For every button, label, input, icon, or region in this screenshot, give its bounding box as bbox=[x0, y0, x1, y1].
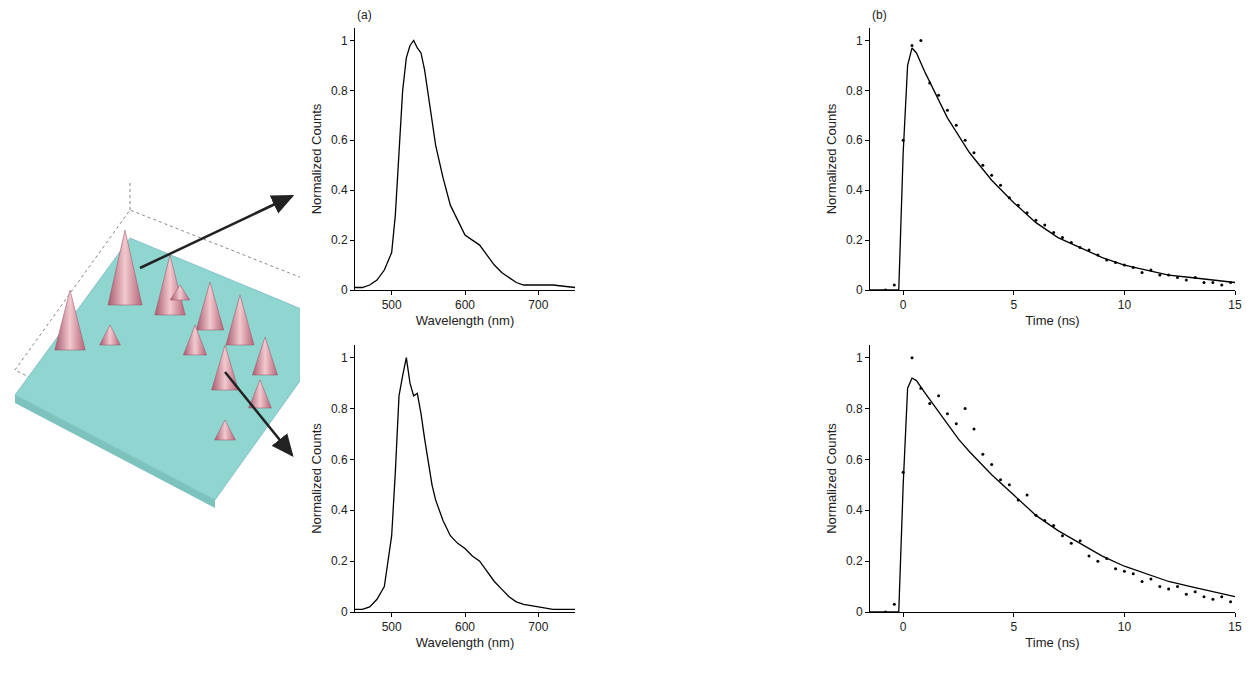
svg-text:0.6: 0.6 bbox=[846, 133, 863, 147]
svg-text:0.8: 0.8 bbox=[331, 84, 348, 98]
svg-text:5: 5 bbox=[1010, 298, 1017, 312]
svg-text:0.6: 0.6 bbox=[331, 133, 348, 147]
svg-text:Normalized Counts: Normalized Counts bbox=[309, 423, 324, 534]
svg-text:0.2: 0.2 bbox=[331, 233, 348, 247]
svg-text:Time (ns): Time (ns) bbox=[1025, 635, 1079, 650]
svg-text:700: 700 bbox=[528, 620, 548, 634]
svg-text:1: 1 bbox=[341, 351, 348, 365]
svg-text:Time (ns): Time (ns) bbox=[1025, 313, 1079, 328]
svg-text:10: 10 bbox=[1118, 298, 1132, 312]
svg-text:Normalized Counts: Normalized Counts bbox=[824, 423, 839, 534]
svg-text:0.8: 0.8 bbox=[846, 402, 863, 416]
svg-text:Wavelength (nm): Wavelength (nm) bbox=[416, 313, 515, 328]
svg-text:0.4: 0.4 bbox=[331, 503, 348, 517]
svg-text:Wavelength (nm): Wavelength (nm) bbox=[416, 635, 515, 650]
svg-text:0.6: 0.6 bbox=[846, 453, 863, 467]
svg-text:500: 500 bbox=[382, 298, 402, 312]
svg-text:(b): (b) bbox=[872, 8, 887, 22]
svg-text:0.4: 0.4 bbox=[331, 183, 348, 197]
svg-text:0.2: 0.2 bbox=[331, 554, 348, 568]
svg-text:Normalized Counts: Normalized Counts bbox=[824, 103, 839, 214]
svg-text:0.4: 0.4 bbox=[846, 183, 863, 197]
svg-text:1: 1 bbox=[856, 34, 863, 48]
svg-text:(a): (a) bbox=[357, 8, 372, 22]
svg-text:0.4: 0.4 bbox=[846, 503, 863, 517]
svg-text:15: 15 bbox=[1228, 620, 1242, 634]
svg-text:0: 0 bbox=[900, 620, 907, 634]
svg-text:600: 600 bbox=[455, 298, 475, 312]
svg-text:15: 15 bbox=[1228, 298, 1242, 312]
svg-text:Normalized Counts: Normalized Counts bbox=[309, 103, 324, 214]
svg-text:0.6: 0.6 bbox=[331, 453, 348, 467]
svg-text:0.8: 0.8 bbox=[846, 84, 863, 98]
svg-text:700: 700 bbox=[528, 298, 548, 312]
svg-text:0: 0 bbox=[341, 283, 348, 297]
svg-text:500: 500 bbox=[382, 620, 402, 634]
svg-text:1: 1 bbox=[856, 351, 863, 365]
svg-text:0: 0 bbox=[856, 605, 863, 619]
svg-text:600: 600 bbox=[455, 620, 475, 634]
svg-text:10: 10 bbox=[1118, 620, 1132, 634]
svg-text:0: 0 bbox=[856, 283, 863, 297]
svg-text:1: 1 bbox=[341, 34, 348, 48]
svg-text:0.2: 0.2 bbox=[846, 233, 863, 247]
svg-text:0.2: 0.2 bbox=[846, 554, 863, 568]
svg-text:0: 0 bbox=[341, 605, 348, 619]
svg-text:0.8: 0.8 bbox=[331, 402, 348, 416]
svg-text:5: 5 bbox=[1010, 620, 1017, 634]
svg-text:0: 0 bbox=[900, 298, 907, 312]
